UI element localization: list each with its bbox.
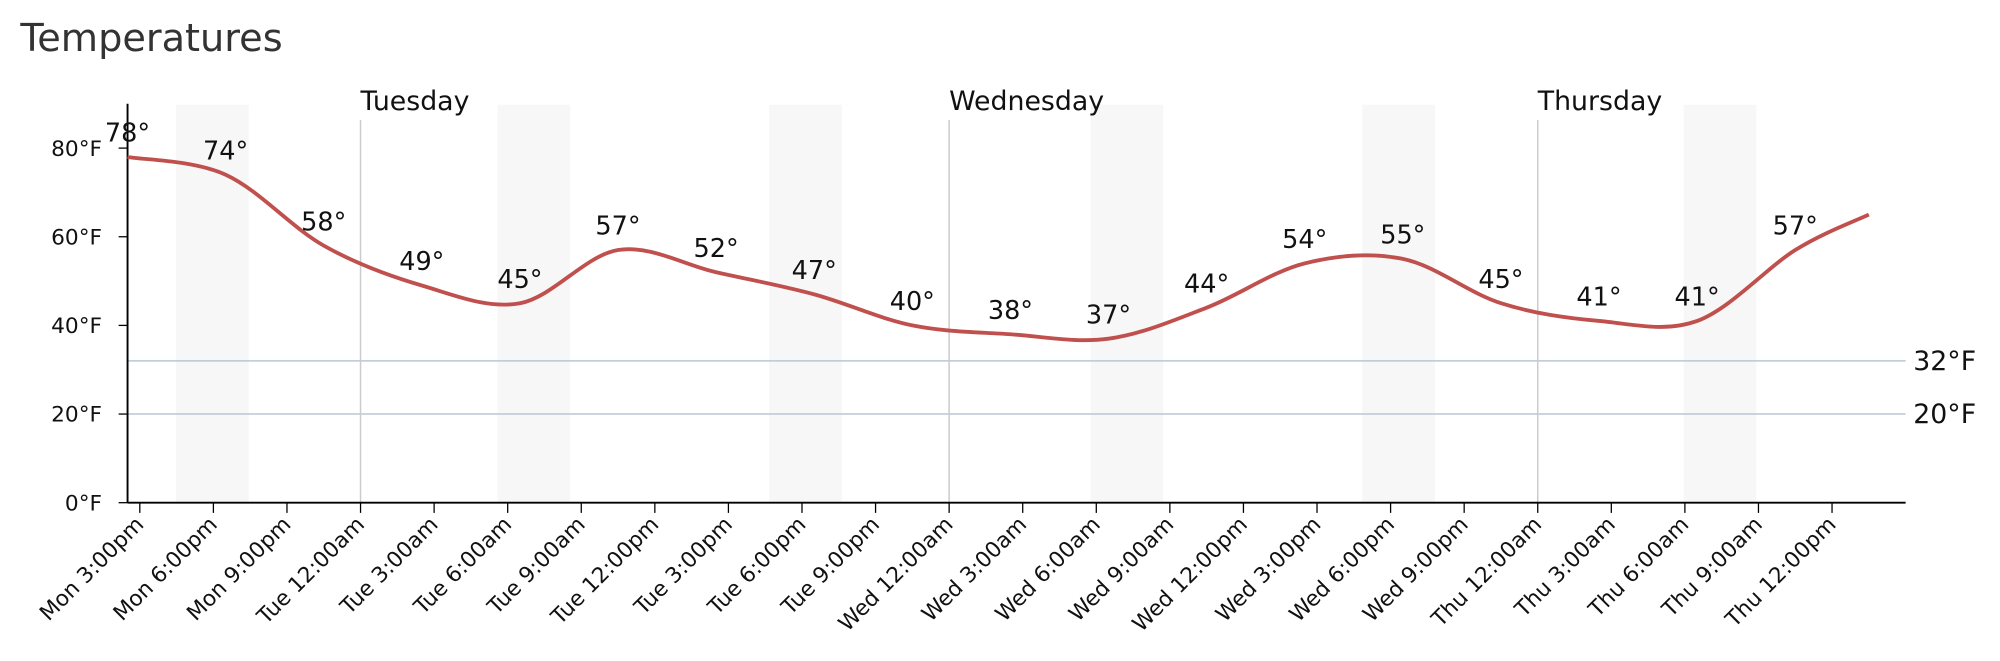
data-label: 40°	[890, 287, 935, 317]
data-label: 37°	[1086, 300, 1131, 330]
data-label: 57°	[595, 212, 640, 242]
y-tick-label: 80°F	[51, 137, 102, 162]
data-label: 52°	[694, 234, 739, 264]
y-tick-label: 20°F	[51, 403, 102, 428]
chart-title: Temperatures	[19, 16, 282, 61]
reference-label: 32°F	[1913, 346, 1976, 377]
band	[769, 104, 842, 503]
data-label: 57°	[1773, 212, 1818, 242]
y-tick-label: 40°F	[51, 314, 102, 339]
data-label: 38°	[988, 296, 1033, 326]
data-label: 54°	[1282, 225, 1327, 255]
data-label: 47°	[792, 256, 837, 286]
data-label: 78°	[105, 119, 150, 149]
band	[1090, 104, 1164, 503]
band	[1683, 104, 1757, 503]
data-label: 41°	[1675, 283, 1720, 313]
y-tick-label: 60°F	[51, 225, 102, 250]
data-label: 45°	[1478, 265, 1523, 295]
reference-label: 20°F	[1913, 399, 1976, 430]
band	[1362, 104, 1435, 503]
data-label: 49°	[399, 247, 444, 277]
day-label: Tuesday	[360, 86, 470, 117]
temperature-line	[127, 155, 1870, 343]
data-label: 58°	[301, 207, 346, 237]
data-label: 45°	[497, 265, 542, 295]
day-label: Wednesday	[949, 86, 1104, 117]
data-label: 44°	[1184, 269, 1229, 299]
data-label: 55°	[1380, 221, 1425, 251]
night-bands	[176, 104, 1757, 503]
data-label: 74°	[203, 136, 248, 166]
data-label: 41°	[1576, 283, 1621, 313]
y-tick-label: 0°F	[65, 491, 102, 516]
day-label: Thursday	[1537, 86, 1663, 117]
